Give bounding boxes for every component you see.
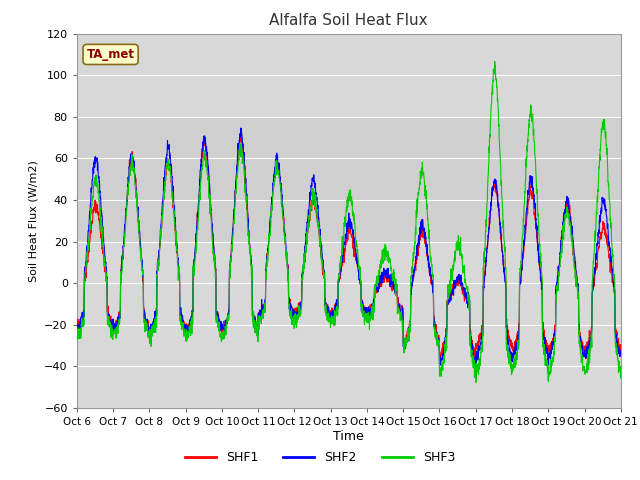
Y-axis label: Soil Heat Flux (W/m2): Soil Heat Flux (W/m2) xyxy=(29,160,38,282)
SHF3 xyxy=(491,59,499,64)
SHF2 xyxy=(355,264,362,270)
SHF2 xyxy=(593,240,601,246)
SHF2 xyxy=(617,353,625,359)
SHF1 xyxy=(436,357,444,363)
SHF2 xyxy=(411,264,419,270)
Line: SHF1: SHF1 xyxy=(77,132,621,360)
SHF2 xyxy=(221,318,229,324)
SHF1 xyxy=(73,320,81,326)
SHF3 xyxy=(174,262,182,268)
SHF1 xyxy=(355,268,362,274)
SHF3 xyxy=(617,371,625,377)
SHF1 xyxy=(411,265,419,271)
SHF3 xyxy=(472,380,480,385)
SHF3 xyxy=(593,193,601,199)
SHF1 xyxy=(511,342,518,348)
SHF3 xyxy=(511,365,518,371)
SHF1 xyxy=(593,256,601,262)
Line: SHF2: SHF2 xyxy=(77,128,621,366)
X-axis label: Time: Time xyxy=(333,430,364,443)
SHF3 xyxy=(73,327,81,333)
SHF2 xyxy=(73,325,81,331)
Text: TA_met: TA_met xyxy=(86,48,134,61)
Legend: SHF1, SHF2, SHF3: SHF1, SHF2, SHF3 xyxy=(180,446,460,469)
SHF1 xyxy=(617,350,625,356)
Title: Alfalfa Soil Heat Flux: Alfalfa Soil Heat Flux xyxy=(269,13,428,28)
SHF2 xyxy=(437,363,445,369)
Bar xyxy=(77,117,621,241)
SHF3 xyxy=(411,247,419,252)
SHF2 xyxy=(237,125,244,131)
SHF3 xyxy=(221,324,229,329)
SHF2 xyxy=(174,255,182,261)
SHF1 xyxy=(221,326,229,332)
SHF1 xyxy=(237,129,245,134)
SHF3 xyxy=(354,252,362,258)
SHF1 xyxy=(174,260,182,266)
SHF2 xyxy=(511,349,518,355)
Line: SHF3: SHF3 xyxy=(77,61,621,383)
